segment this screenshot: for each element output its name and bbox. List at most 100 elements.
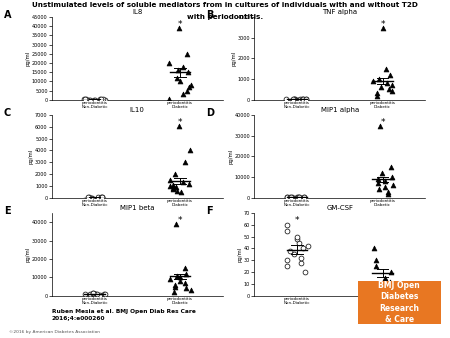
Point: [181, 265, 189, 271]
Point: [387, 72, 394, 78]
Text: Ruben Mesia et al. BMJ Open Diab Res Care
2016;4:e000260: Ruben Mesia et al. BMJ Open Diab Res Car…: [52, 309, 196, 320]
Point: [172, 282, 179, 287]
Point: [284, 222, 291, 227]
Point: [170, 187, 177, 192]
Point: [95, 195, 102, 200]
Point: [302, 97, 310, 102]
Point: [284, 228, 291, 233]
Y-axis label: pg/ml: pg/ml: [29, 149, 34, 164]
Point: [381, 185, 388, 190]
Point: [174, 273, 181, 278]
Point: [98, 195, 105, 200]
Point: [381, 275, 388, 281]
Point: [374, 93, 381, 98]
Point: [187, 82, 194, 88]
Point: [84, 195, 91, 200]
Point: [297, 97, 304, 102]
Point: [295, 97, 302, 102]
Text: *: *: [178, 216, 182, 225]
Point: [179, 92, 186, 97]
Point: [385, 189, 392, 194]
Point: [171, 289, 178, 295]
Point: [98, 195, 105, 200]
Point: [97, 292, 104, 297]
Point: [84, 195, 91, 200]
Point: [283, 96, 290, 102]
Point: [369, 78, 377, 84]
Text: with periodontitis.: with periodontitis.: [187, 14, 263, 20]
Point: [301, 195, 308, 200]
Point: [368, 281, 375, 287]
Point: [388, 174, 396, 180]
Text: *: *: [295, 216, 299, 225]
Y-axis label: pg/ml: pg/ml: [238, 247, 243, 262]
Text: B: B: [207, 10, 214, 20]
Y-axis label: pg/ml: pg/ml: [231, 51, 236, 66]
Point: [376, 187, 383, 192]
Text: BMJ Open
Diabetes
Research
& Care: BMJ Open Diabetes Research & Care: [378, 281, 420, 324]
Point: [287, 248, 294, 254]
Point: [172, 284, 179, 289]
Text: C: C: [4, 108, 11, 118]
Point: [166, 276, 173, 282]
Point: [184, 69, 192, 75]
Point: [91, 291, 99, 297]
Point: [101, 291, 108, 296]
Text: *: *: [178, 118, 182, 127]
Point: [291, 97, 298, 102]
Text: *: *: [178, 20, 182, 29]
Point: [166, 60, 173, 66]
Point: [304, 243, 311, 249]
Point: [82, 97, 90, 102]
Point: [99, 195, 106, 200]
Point: [291, 251, 298, 257]
Point: [81, 97, 88, 102]
Point: [300, 97, 307, 102]
Point: [101, 97, 108, 102]
Point: [372, 264, 379, 269]
Point: [176, 278, 184, 284]
Point: [167, 183, 174, 189]
Point: [82, 97, 89, 102]
Point: [286, 194, 293, 200]
Point: [181, 280, 189, 286]
Point: [378, 84, 385, 90]
Point: [90, 97, 98, 102]
Point: [381, 286, 388, 291]
Point: [287, 194, 294, 200]
Point: [382, 178, 389, 184]
Point: [181, 160, 189, 165]
Point: [284, 258, 291, 263]
Text: F: F: [207, 206, 213, 216]
Point: [179, 180, 186, 185]
Point: [300, 246, 307, 251]
Point: [290, 96, 297, 102]
Y-axis label: pg/ml: pg/ml: [26, 51, 31, 66]
Point: [372, 258, 379, 263]
Point: [180, 64, 187, 69]
Point: [85, 97, 92, 102]
Point: [92, 292, 99, 297]
Point: [93, 292, 100, 297]
Point: [97, 97, 104, 102]
Point: [166, 96, 173, 101]
Point: [186, 148, 193, 153]
Point: [166, 177, 173, 183]
Point: [380, 25, 387, 30]
Point: [384, 191, 392, 196]
Point: [92, 97, 99, 102]
Point: [375, 76, 382, 82]
Point: [182, 286, 189, 291]
Point: [187, 288, 194, 293]
Point: [170, 182, 177, 187]
Point: [290, 97, 297, 102]
Point: [170, 186, 177, 191]
Point: [387, 279, 394, 284]
Point: [284, 264, 291, 269]
Y-axis label: pg/ml: pg/ml: [228, 149, 233, 164]
Point: [177, 189, 184, 195]
Point: [91, 291, 98, 297]
Point: [298, 195, 306, 200]
Point: [86, 195, 93, 200]
Point: [88, 195, 95, 200]
